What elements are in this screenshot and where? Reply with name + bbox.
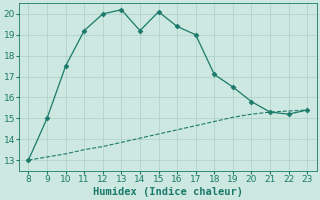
X-axis label: Humidex (Indice chaleur): Humidex (Indice chaleur) bbox=[93, 186, 243, 197]
